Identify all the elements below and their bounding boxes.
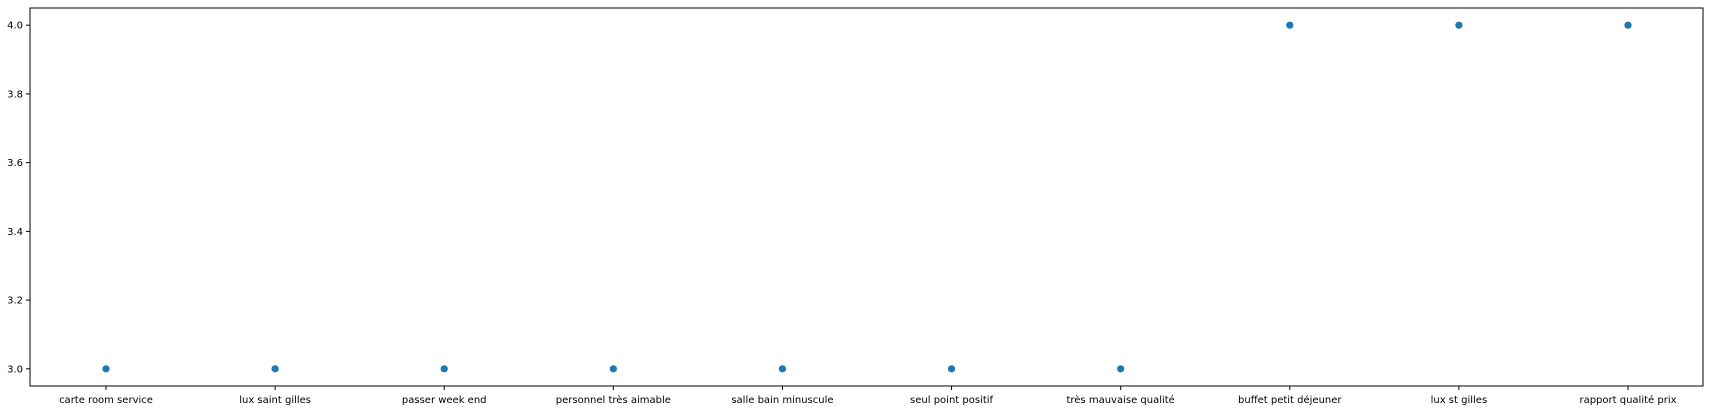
data-point [440,365,448,373]
x-tick-label: buffet petit déjeuner [1238,394,1342,406]
x-tick-label: très mauvaise qualité [1066,394,1174,406]
plot-area [29,7,1704,387]
y-tick-label: 3.4 [7,227,23,238]
x-tick-label: rapport qualité prix [1579,394,1676,406]
data-points [102,21,1632,373]
data-point [1624,21,1632,29]
data-point [778,365,787,373]
x-tick-label: lux saint gilles [239,395,311,406]
data-point [102,365,110,373]
x-tick-label: salle bain minuscule [731,395,833,406]
data-point [947,365,956,373]
x-axis: carte room service lux saint gilles passer… [59,386,1677,406]
data-point [271,365,279,373]
x-tick-label: personnel très aimable [556,394,671,406]
x-tick-label: seul point positif [910,395,993,406]
x-tick-label: passer week end [402,395,487,406]
y-tick-label: 3.2 [7,296,23,307]
data-point [1455,21,1463,29]
y-tick-label: 3.8 [7,89,23,100]
x-tick-label: lux st gilles [1431,395,1488,406]
data-point [1286,21,1294,29]
y-tick-label: 3.6 [7,158,23,169]
data-point [609,365,617,373]
y-tick-label: 4.0 [7,21,23,32]
y-tick-label: 3.0 [7,364,23,375]
y-axis: 3.0 3.2 3.4 3.6 3.8 4.0 [7,21,30,375]
x-tick-label: carte room service [59,395,153,406]
data-point [1117,365,1125,373]
